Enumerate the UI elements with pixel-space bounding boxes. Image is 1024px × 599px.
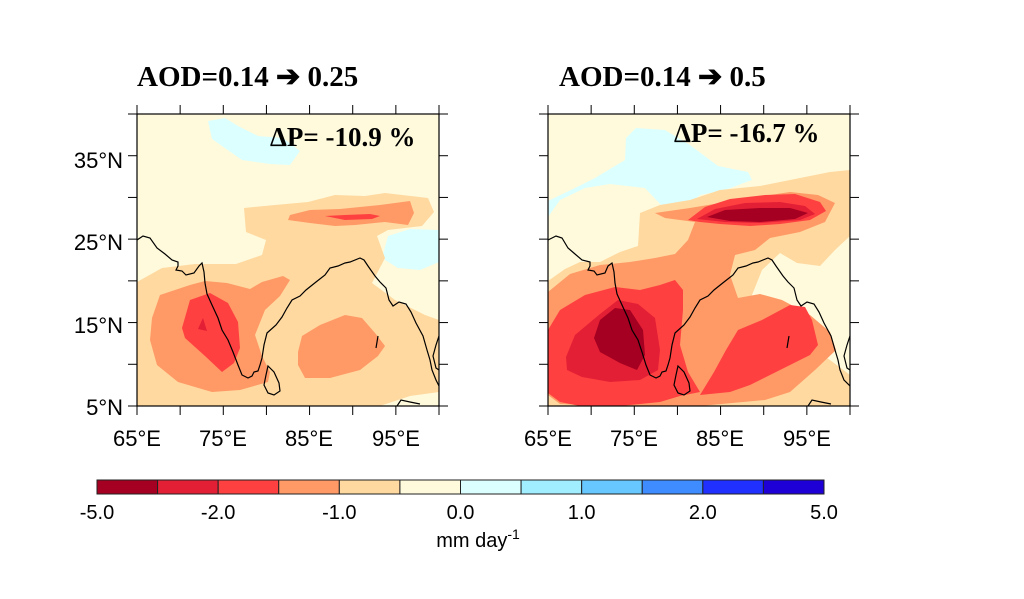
srilanka-left [263, 364, 281, 396]
panel-right-title: AOD=0.14 ➔ 0.5 [559, 61, 766, 93]
malay-coast-left [396, 399, 421, 406]
colorbar-box [217, 479, 280, 495]
colorbar-tick-label: -2.0 [201, 502, 235, 524]
colorbar-tick-label: 1.0 [568, 502, 596, 524]
panel-left-delta-p: ΔP= -10.9 % [270, 122, 416, 152]
contour-positive-tibet [548, 128, 752, 217]
malay-coast-right [807, 399, 832, 406]
andaman-left [375, 335, 379, 349]
coastline-right [548, 235, 850, 387]
colorbar-box [96, 479, 159, 495]
contour-red-west [182, 293, 240, 372]
srilanka-right [673, 364, 691, 396]
colorbar [96, 479, 825, 495]
units-main: mm day [436, 530, 507, 552]
colorbar-units: mm day-1 [436, 526, 520, 552]
colorbar-box [702, 479, 764, 495]
xtick-label-85e: 85°E [696, 426, 744, 451]
panel-right-delta-p: ΔP= -16.7 % [674, 118, 820, 148]
contour-red-bob [700, 305, 818, 395]
coastline-left [137, 235, 439, 387]
colorbar-box [762, 479, 825, 495]
colorbar-box [460, 479, 522, 495]
panel-right-ticks [539, 105, 859, 415]
colorbar-tick-label: -5.0 [80, 502, 114, 524]
contour-orange-himalaya [288, 201, 414, 226]
xtick-label-85e: 85°E [285, 426, 333, 451]
panel-right-frame [547, 113, 851, 407]
panel-right-xticklabels: 65°E 75°E 85°E 95°E [524, 426, 831, 451]
andaman-right [786, 335, 790, 349]
colorbar-box [399, 479, 461, 495]
contour-orange-bob [298, 315, 385, 378]
colorbar-box [338, 479, 401, 495]
myanmar-coast-left [432, 335, 439, 371]
panel-left-contours [137, 114, 439, 406]
ytick-label-35n: 35°N [74, 148, 123, 173]
panel-left-xticklabels: 65°E 75°E 85°E 95°E [113, 426, 420, 451]
xtick-label-95e: 95°E [783, 426, 831, 451]
xtick-label-95e: 95°E [372, 426, 420, 451]
contour-darkred-himalaya [707, 208, 808, 222]
xtick-label-65e: 65°E [524, 426, 572, 451]
panel-left: ΔP= -10.9 % 35°N 25°N 15°N 5°N 65°E 75°E… [74, 105, 448, 451]
panel-left-frame [136, 113, 440, 407]
colorbar-box [278, 479, 340, 495]
units-superscript: -1 [507, 526, 520, 542]
myanmar-coast-right [843, 335, 850, 371]
ytick-label-15n: 15°N [74, 313, 123, 338]
panel-right: ΔP= -16.7 % 65°E 75°E 85°E 95°E [524, 105, 859, 451]
panel-right-contours [548, 114, 850, 406]
xtick-label-75e: 75°E [199, 426, 247, 451]
colorbar-tick-label: -1.0 [322, 502, 356, 524]
colorbar-tick-label: 5.0 [810, 502, 838, 524]
colorbar-tick-label: 0.0 [447, 502, 475, 524]
contour-positive-tibet [208, 118, 300, 165]
panel-left-title: AOD=0.14 ➔ 0.25 [137, 61, 358, 93]
colorbar-tick-label: 2.0 [689, 502, 717, 524]
colorbar-box [581, 479, 643, 495]
ytick-label-25n: 25°N [74, 230, 123, 255]
colorbar-labels: -5.0 -2.0 -1.0 0.0 1.0 2.0 5.0 [80, 502, 838, 524]
contour-positive-ne [382, 229, 439, 270]
ytick-label-5n: 5°N [86, 395, 123, 420]
colorbar-box [520, 479, 583, 495]
colorbar-box [157, 479, 219, 495]
contour-red-himalaya [325, 214, 380, 220]
panel-left-yticklabels: 35°N 25°N 15°N 5°N [74, 148, 123, 420]
xtick-label-65e: 65°E [113, 426, 161, 451]
contour-darkred-west [198, 318, 207, 331]
contour-darkred-west [594, 308, 645, 370]
panel-left-ticks [128, 105, 448, 415]
colorbar-box [641, 479, 704, 495]
xtick-label-75e: 75°E [610, 426, 658, 451]
